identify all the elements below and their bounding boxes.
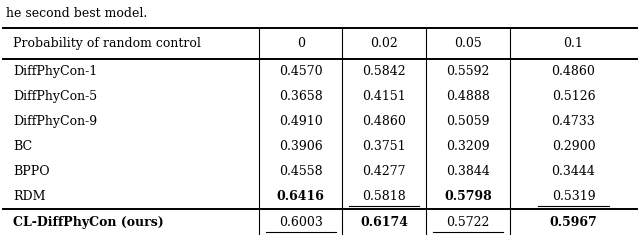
Text: 0.5722: 0.5722 bbox=[446, 216, 490, 229]
Text: 0.3444: 0.3444 bbox=[552, 165, 595, 178]
Text: Probability of random control: Probability of random control bbox=[13, 37, 201, 50]
Text: 0.3844: 0.3844 bbox=[446, 165, 490, 178]
Text: 0.4277: 0.4277 bbox=[362, 165, 406, 178]
Text: CL-DiffPhyCon (ours): CL-DiffPhyCon (ours) bbox=[13, 216, 164, 229]
Text: 0.05: 0.05 bbox=[454, 37, 482, 50]
Text: he second best model.: he second best model. bbox=[6, 7, 148, 20]
Text: 0.02: 0.02 bbox=[370, 37, 398, 50]
Text: 0.4570: 0.4570 bbox=[279, 65, 323, 78]
Text: BPPO: BPPO bbox=[13, 165, 49, 178]
Text: 0.2900: 0.2900 bbox=[552, 140, 595, 153]
Text: 0.6416: 0.6416 bbox=[277, 190, 324, 203]
Text: 0.4558: 0.4558 bbox=[279, 165, 323, 178]
Text: 0.5967: 0.5967 bbox=[550, 216, 597, 229]
Text: BC: BC bbox=[13, 140, 32, 153]
Text: 0.1: 0.1 bbox=[563, 37, 584, 50]
Text: 0.5842: 0.5842 bbox=[362, 65, 406, 78]
Text: 0.4860: 0.4860 bbox=[552, 65, 595, 78]
Text: 0.5059: 0.5059 bbox=[446, 115, 490, 128]
Text: 0.4888: 0.4888 bbox=[446, 90, 490, 103]
Text: 0.4910: 0.4910 bbox=[279, 115, 323, 128]
Text: 0.4733: 0.4733 bbox=[552, 115, 595, 128]
Text: 0.4151: 0.4151 bbox=[362, 90, 406, 103]
Text: 0.5592: 0.5592 bbox=[446, 65, 490, 78]
Text: 0.5319: 0.5319 bbox=[552, 190, 595, 203]
Text: 0.3751: 0.3751 bbox=[362, 140, 406, 153]
Text: 0.6174: 0.6174 bbox=[360, 216, 408, 229]
Text: DiffPhyCon-1: DiffPhyCon-1 bbox=[13, 65, 97, 78]
Text: DiffPhyCon-5: DiffPhyCon-5 bbox=[13, 90, 97, 103]
Text: 0.5126: 0.5126 bbox=[552, 90, 595, 103]
Text: 0.3906: 0.3906 bbox=[279, 140, 323, 153]
Text: 0.6003: 0.6003 bbox=[279, 216, 323, 229]
Text: 0.3658: 0.3658 bbox=[279, 90, 323, 103]
Text: 0: 0 bbox=[297, 37, 305, 50]
Text: 0.5798: 0.5798 bbox=[444, 190, 492, 203]
Text: 0.4860: 0.4860 bbox=[362, 115, 406, 128]
Text: DiffPhyCon-9: DiffPhyCon-9 bbox=[13, 115, 97, 128]
Text: 0.5818: 0.5818 bbox=[362, 190, 406, 203]
Text: RDM: RDM bbox=[13, 190, 45, 203]
Text: 0.3209: 0.3209 bbox=[446, 140, 490, 153]
